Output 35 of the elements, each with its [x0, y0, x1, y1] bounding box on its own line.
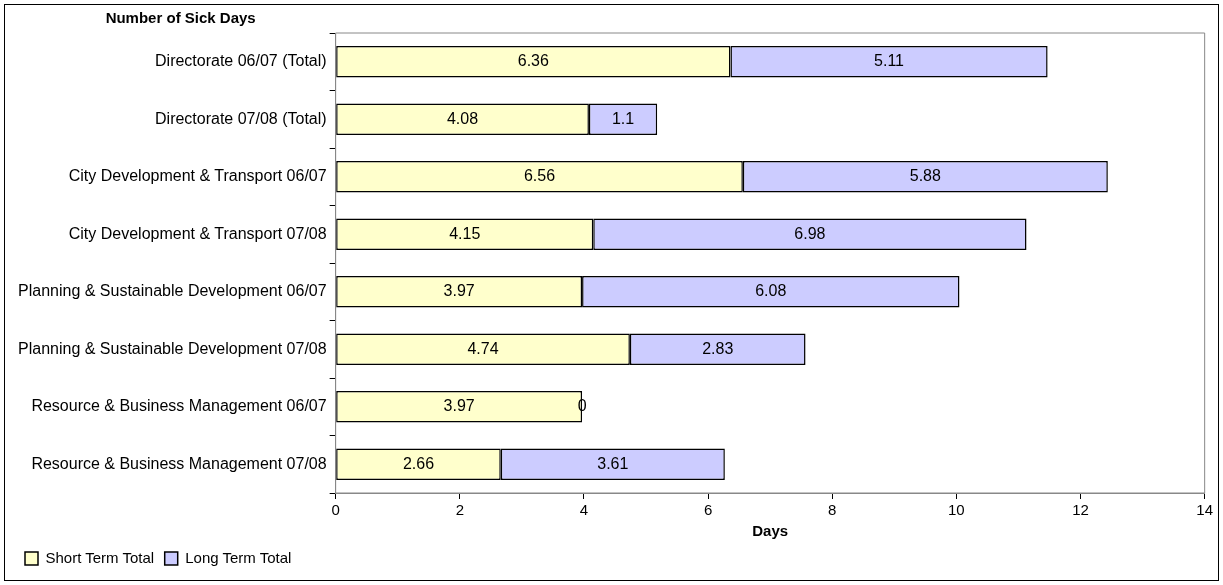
- text: Number of Sick Days: [105, 9, 256, 27]
- x-tick-label: 8: [828, 501, 837, 519]
- y-tick-label: Directorate 07/08 (Total): [155, 109, 327, 127]
- data-label: 5.11: [874, 52, 905, 70]
- data-label: 6.98: [794, 224, 826, 242]
- x-tick-label: 14: [1196, 501, 1213, 519]
- data-label: 5.88: [909, 167, 942, 185]
- data-label: 4.08: [446, 109, 479, 127]
- data-label: 6.36: [517, 52, 549, 70]
- legend-label: Long Term Total: [185, 548, 292, 566]
- data-label: 4.74: [467, 339, 499, 357]
- x-tick-label: 2: [455, 501, 464, 519]
- x-tick-label: 12: [1072, 501, 1089, 519]
- data-label: 3.97: [443, 397, 475, 415]
- data-label: 6.08: [755, 282, 787, 300]
- data-label: 2.83: [702, 339, 734, 357]
- legend-label: Short Term Total: [45, 548, 155, 566]
- y-tick-label: Resource & Business Management 06/07: [31, 397, 327, 415]
- data-label: 6.56: [523, 167, 556, 185]
- x-axis-title: Days: [752, 522, 789, 540]
- x-tick-label: 0: [331, 501, 340, 519]
- data-label: 2.66: [402, 454, 435, 472]
- data-label: 3.97: [443, 282, 475, 300]
- y-tick-label: City Development & Transport 06/07: [68, 167, 327, 185]
- data-label: 4.15: [449, 224, 481, 242]
- x-tick-label: 6: [703, 501, 713, 519]
- y-tick-label: Planning & Sustainable Development 06/07: [18, 282, 327, 300]
- x-tick-label: 4: [579, 501, 589, 519]
- x-tick-label: 10: [948, 501, 965, 519]
- y-tick-label: City Development & Transport 07/08: [68, 224, 327, 242]
- data-label: 1.1: [611, 109, 635, 127]
- y-tick-label: Planning & Sustainable Development 07/08: [18, 339, 327, 357]
- y-tick-label: Directorate 06/07 (Total): [155, 52, 327, 70]
- y-tick-label: Resource & Business Management 07/08: [31, 454, 327, 472]
- data-label: 3.61: [597, 454, 629, 472]
